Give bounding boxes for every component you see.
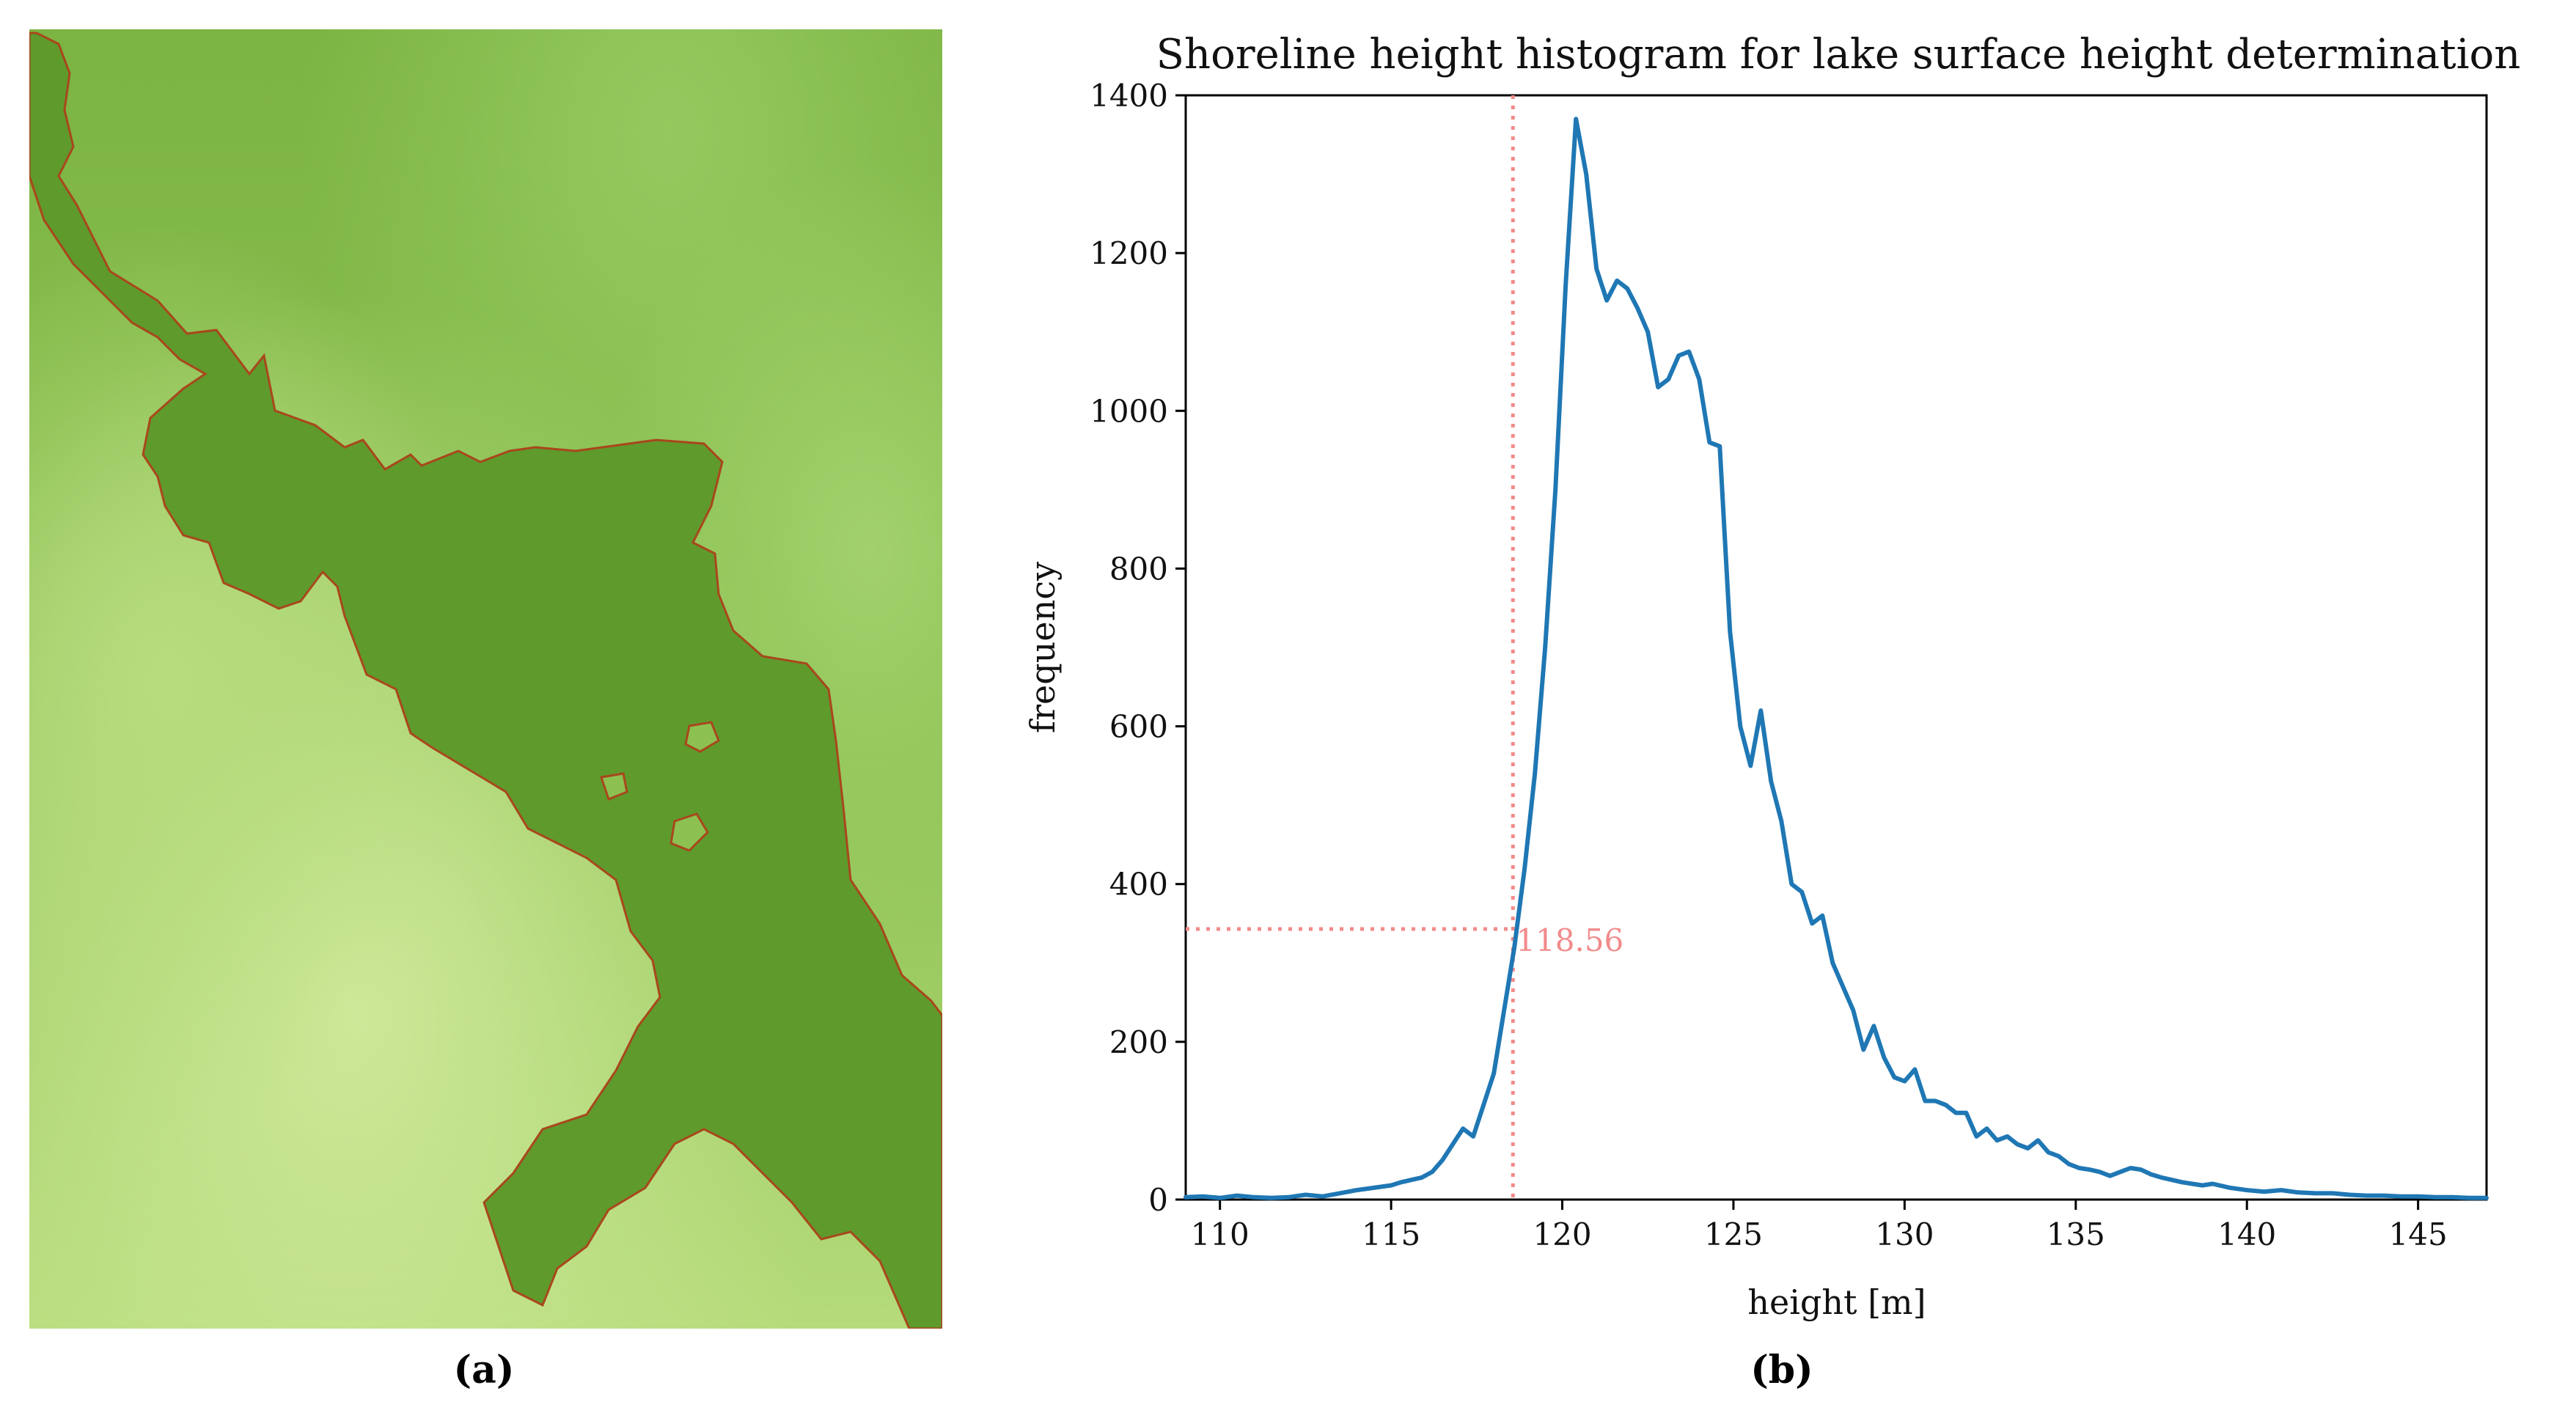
x-tick-label: 110 (1191, 1216, 1250, 1252)
y-axis-label: frequency (1023, 562, 1063, 733)
y-tick-label: 1400 (1090, 78, 1168, 114)
y-tick-label: 400 (1109, 867, 1168, 903)
y-tick-label: 600 (1109, 709, 1168, 745)
island-2 (669, 812, 709, 852)
x-tick-label: 125 (1704, 1216, 1763, 1252)
x-tick-label: 130 (1875, 1216, 1934, 1252)
histogram-chart: Shoreline height histogram for lake surf… (1023, 31, 2521, 1322)
x-tick-label: 140 (2217, 1216, 2276, 1252)
panel-b-caption: (b) (1750, 1348, 1813, 1392)
frequency-series-line (1184, 117, 2489, 1200)
x-tick-label: 120 (1533, 1216, 1591, 1252)
x-tick-label: 135 (2047, 1216, 2105, 1252)
lake-area (29, 32, 942, 1329)
y-tick-label: 800 (1109, 551, 1168, 587)
y-tick-label: 1000 (1090, 393, 1168, 429)
y-tick-label: 1200 (1090, 235, 1168, 271)
panel-a-caption: (a) (453, 1348, 515, 1392)
axes-frame (1184, 94, 2488, 1201)
y-tick-label: 0 (1148, 1182, 1168, 1218)
lake-dem-map (29, 29, 942, 1329)
island-1 (684, 721, 720, 753)
reference-value-label: 118.56 (1516, 922, 1623, 958)
chart-title: Shoreline height histogram for lake surf… (1156, 31, 2521, 78)
x-tick-label: 145 (2389, 1216, 2448, 1252)
x-axis-label: height [m] (1747, 1282, 1926, 1322)
y-tick-label: 200 (1109, 1024, 1168, 1060)
x-tick-label: 115 (1362, 1216, 1420, 1252)
plot-area: 110 115 120 125 130 135 140 145 0 200 400 600 800 100… (1090, 78, 2489, 1252)
island-3 (600, 772, 628, 801)
